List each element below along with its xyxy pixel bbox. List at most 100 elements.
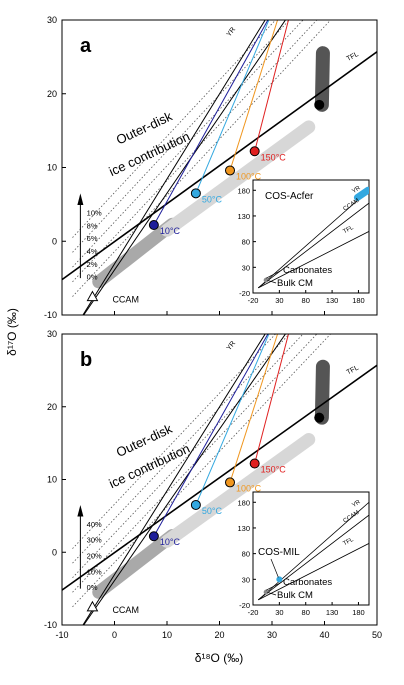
inset-cos-point [276, 576, 283, 583]
inset-y-tick-label: 180 [237, 186, 250, 195]
fraction-label: 4% [87, 247, 98, 256]
inset-carbonates-pointer [266, 581, 283, 591]
inset-cos-band [353, 186, 369, 201]
plot-area [62, 20, 377, 315]
fraction-arrow-head [77, 504, 84, 517]
inset-x-tick-label: -20 [248, 296, 259, 305]
ccam-line [82, 20, 266, 315]
fraction-label: 20% [87, 551, 102, 560]
inset-yr-line [258, 189, 369, 289]
inset-x-tick-label: 130 [326, 296, 339, 305]
yr-label: YR [226, 26, 238, 38]
yr-label: YR [226, 340, 238, 352]
inset-ccam-line [258, 202, 369, 289]
fraction-label: 8% [87, 221, 98, 230]
fraction-label: 10% [87, 567, 102, 576]
inset-y-tick-label: 30 [242, 575, 250, 584]
fraction-label: 30% [87, 536, 102, 545]
inset-tfl-line [258, 543, 369, 601]
inset-y-tick-label: 180 [237, 498, 250, 507]
inset-yr-line [258, 501, 369, 601]
tfl-line [62, 364, 377, 591]
end-point [314, 412, 325, 423]
inset-bulk-pointer [267, 279, 277, 284]
trajectory-line [153, 20, 269, 226]
fraction-label: 10% [87, 208, 102, 217]
temperature-point [148, 531, 159, 542]
mixing-line [72, 334, 318, 593]
inset-ccam-line [258, 514, 369, 601]
inset-carbonates-label: Carbonates [283, 265, 332, 276]
inset-tfl-line [258, 231, 369, 289]
temperature-label: 150°C [261, 152, 287, 162]
x-tick-label: 20 [214, 630, 224, 640]
mixing-line [72, 334, 277, 549]
y-tick-label: 20 [47, 89, 57, 99]
trajectory-line [229, 20, 279, 171]
inset-yr-label: YR [351, 499, 362, 509]
inset-yr-label: YR [351, 185, 362, 195]
fraction-label: 6% [87, 234, 98, 243]
inset-tfl-label: TFL [342, 225, 355, 236]
x-tick-label: 10 [162, 630, 172, 640]
inset-bulk-point [263, 277, 269, 283]
inset-bulk-point [263, 589, 269, 595]
ccam-marker [86, 600, 99, 612]
temperature-point [225, 165, 235, 176]
alteration-band [160, 120, 316, 237]
temperature-point [148, 220, 159, 231]
end-point [314, 99, 325, 110]
panel-label: b [80, 349, 92, 371]
tfl-line [62, 51, 377, 281]
carbonate-band [314, 359, 330, 425]
tfl-label: TFL [346, 365, 360, 377]
inset-y-tick-label: -20 [239, 601, 250, 610]
inset-x-tick-label: 80 [302, 296, 310, 305]
inset-tfl-label: TFL [342, 537, 355, 548]
trajectory-line [153, 334, 269, 537]
x-axis-label: δ¹⁸O (‰) [195, 651, 243, 665]
inset-y-tick-label: 130 [237, 212, 250, 221]
x-tick-label: 50 [372, 630, 382, 640]
inset-y-tick-label: 80 [242, 238, 250, 247]
ccam-line [82, 334, 266, 625]
inset-cos-pointer [270, 558, 279, 578]
inset-plot-area [258, 501, 369, 601]
inset-x-tick-label: -20 [248, 608, 259, 617]
inset-carbonates-pointer [266, 269, 283, 279]
temperature-point [190, 188, 201, 199]
trajectory-line [254, 20, 289, 152]
inset-y-tick-label: -20 [239, 289, 250, 298]
inset-frame [252, 179, 370, 294]
y-tick-label: -10 [44, 310, 57, 320]
inset-x-tick-label: 180 [352, 608, 365, 617]
inset-bulk-pointer [267, 591, 277, 596]
temperature-point [249, 146, 260, 157]
plot-area [62, 334, 377, 625]
y-tick-label: 30 [47, 329, 57, 339]
temperature-label: 100°C [236, 171, 262, 181]
temperature-point [249, 458, 260, 469]
trajectory-line [195, 20, 270, 194]
y-tick-label: 0 [52, 547, 57, 557]
fraction-arrow-head [77, 193, 84, 205]
x-tick-label: 30 [267, 630, 277, 640]
mixing-line [72, 334, 332, 608]
y-tick-label: 10 [47, 475, 57, 485]
inset-carbonates-label: Carbonates [283, 577, 332, 588]
temperature-point [225, 477, 235, 488]
temperature-label: 10°C [160, 537, 181, 547]
tfl-label: TFL [346, 51, 360, 63]
inset-x-tick-label: 180 [352, 296, 365, 305]
fraction-label: 0% [87, 583, 98, 592]
inset-x-tick-label: 30 [275, 608, 283, 617]
inset-bulk-label: Bulk CM [277, 590, 313, 601]
trajectory-line [229, 334, 279, 483]
ccam-marker [86, 290, 99, 302]
inset-y-tick-label: 130 [237, 524, 250, 533]
temperature-label: 50°C [202, 506, 223, 516]
